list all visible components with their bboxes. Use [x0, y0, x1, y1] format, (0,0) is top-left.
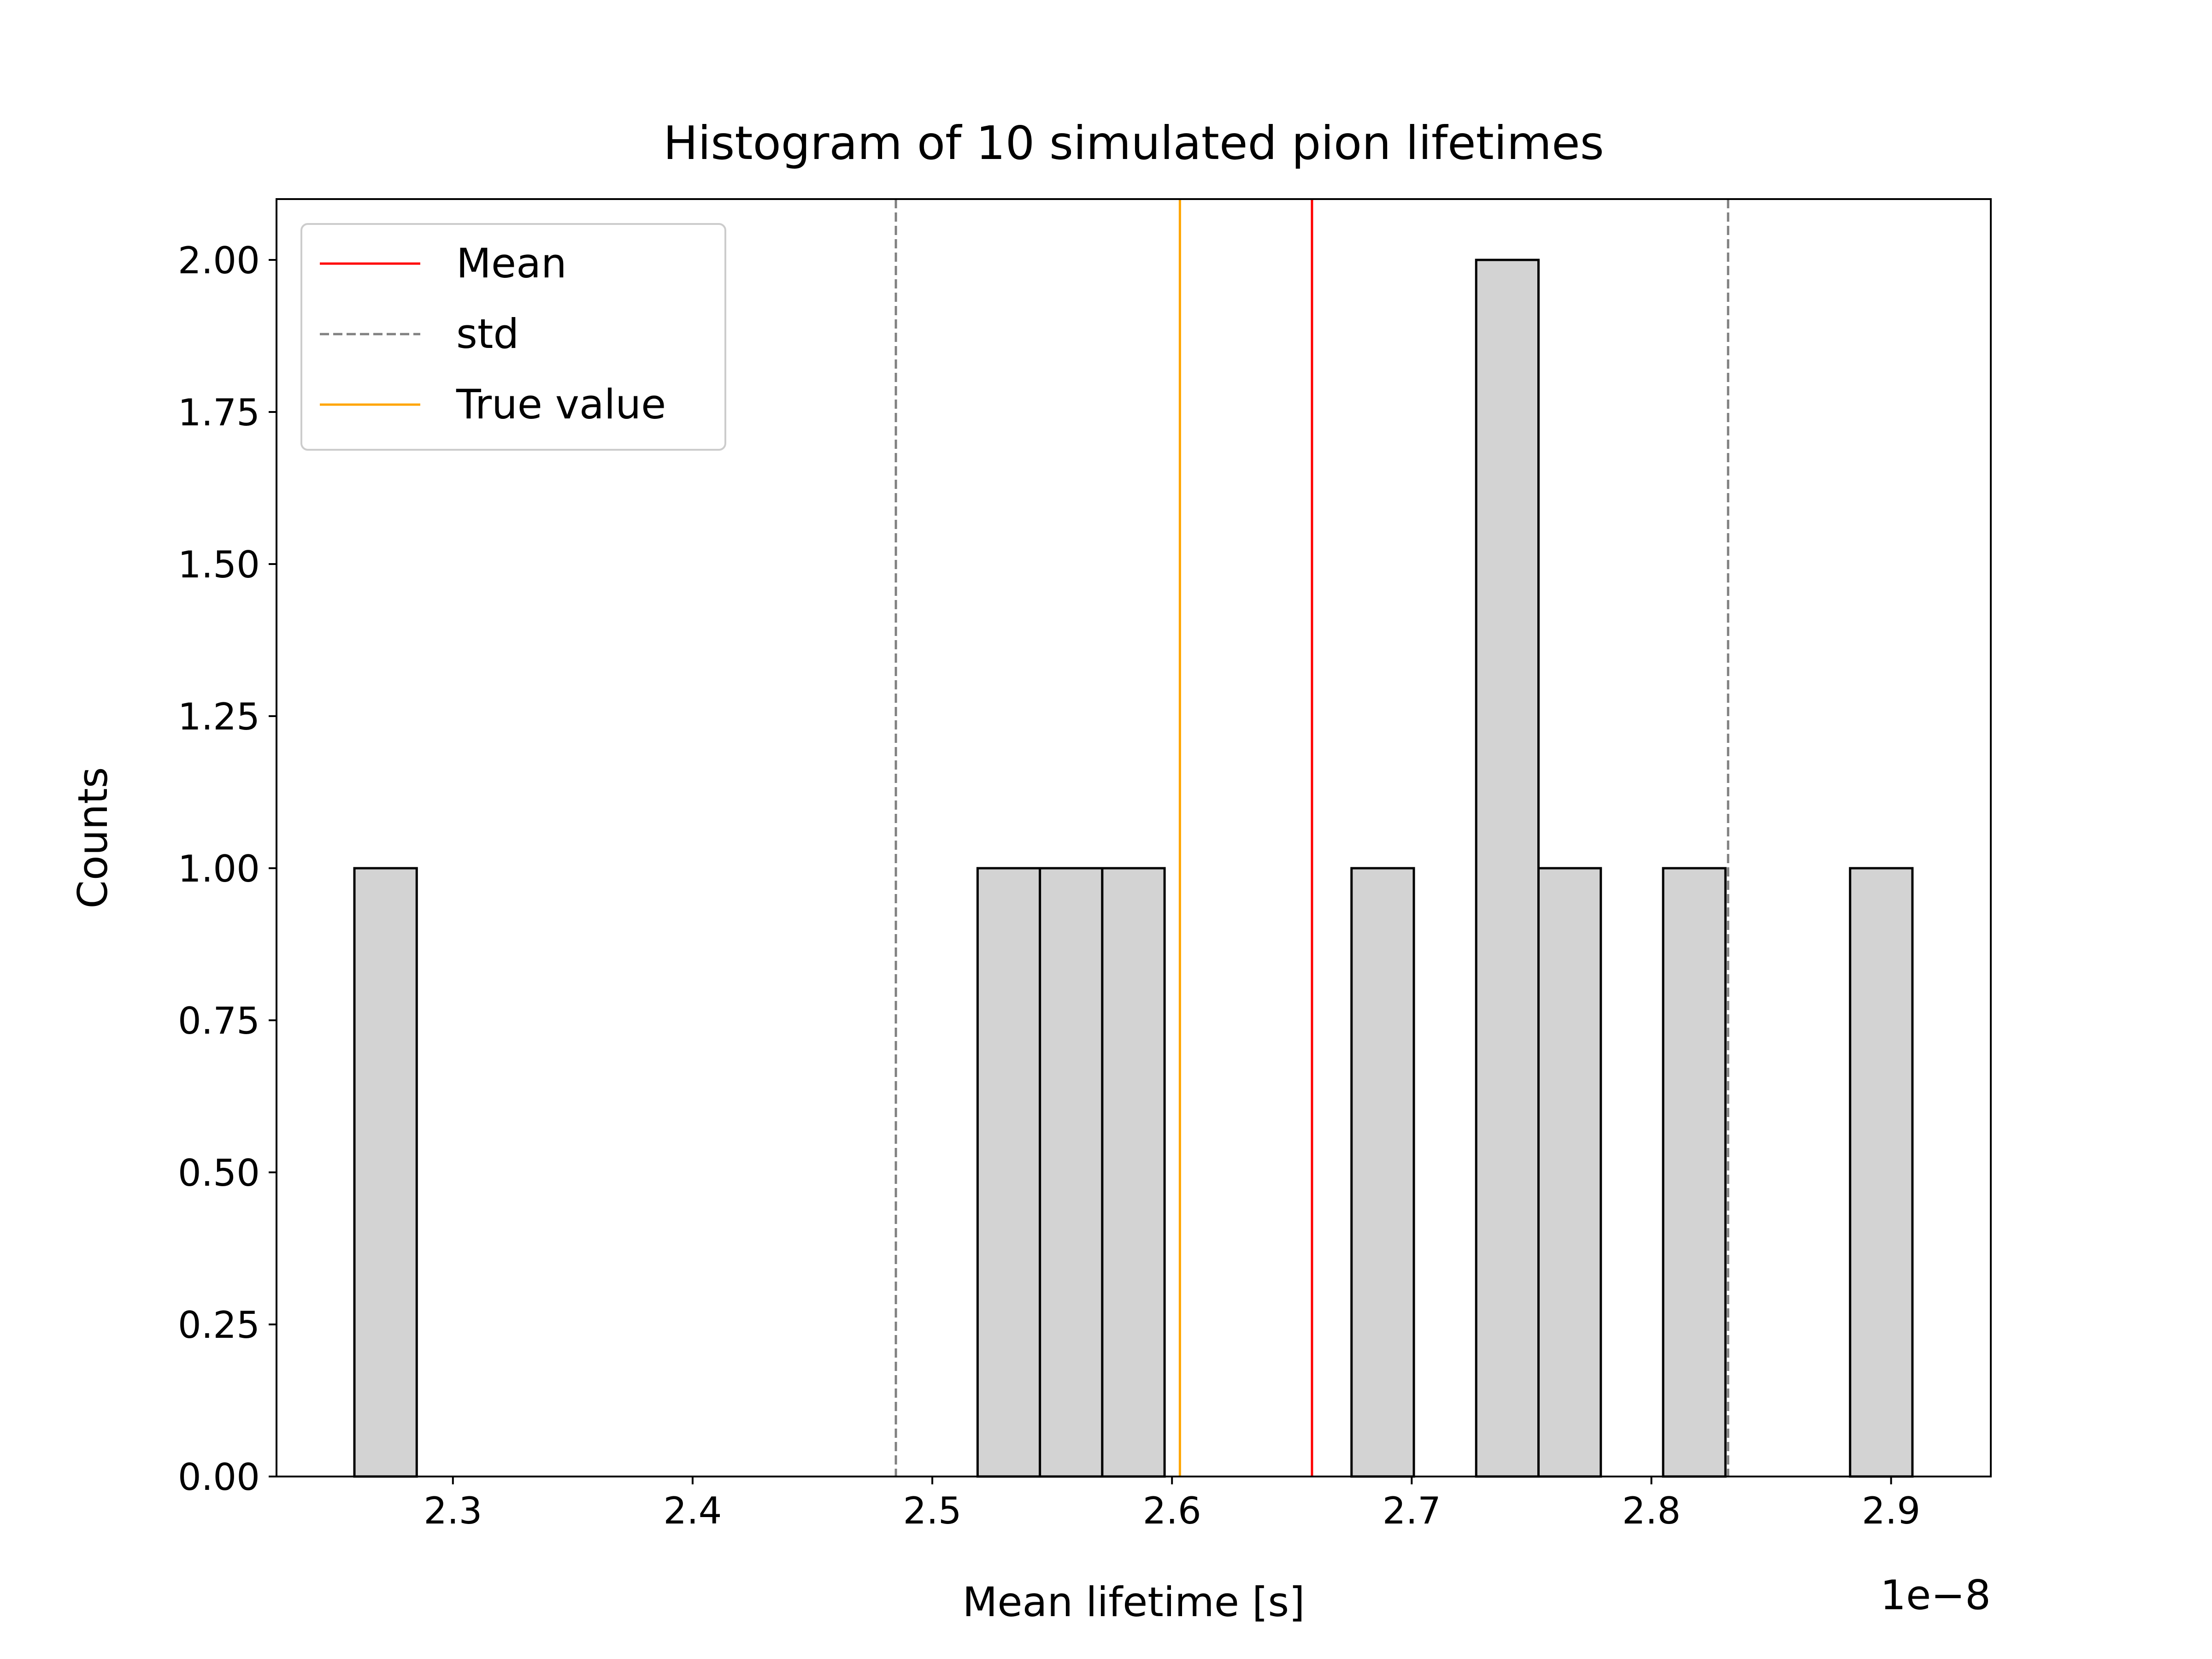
histogram-bars: [353, 259, 1914, 1478]
histogram-bar-2: [976, 867, 1041, 1478]
x-axis-label: Mean lifetime [s]: [962, 1578, 1305, 1626]
y-axis-label: Counts: [69, 767, 117, 908]
legend-entries: Mean std True value: [320, 240, 666, 428]
y-tick-label: 1.25: [178, 695, 260, 738]
chart-title: Histogram of 10 simulated pion lifetimes: [663, 116, 1604, 170]
reference-lines: [894, 199, 1730, 1477]
y-tick-label: 1.50: [178, 543, 260, 586]
x-tick-label: 2.8: [1622, 1489, 1681, 1532]
y-tick-label: 0.00: [178, 1456, 260, 1499]
x-axis-offset-text: 1e−8: [1880, 1571, 1991, 1619]
x-tick-label: 2.3: [424, 1489, 482, 1532]
y-tick-label: 1.75: [178, 391, 260, 434]
x-tick-label: 2.7: [1382, 1489, 1441, 1532]
histogram-bar-6: [1475, 259, 1540, 1478]
histogram-bar-8: [1662, 867, 1727, 1478]
y-tick-label: 1.00: [178, 847, 260, 890]
histogram-bar-9: [1849, 867, 1914, 1478]
legend-label-std: std: [456, 310, 519, 358]
y-tick-label: 0.25: [178, 1304, 260, 1347]
y-tick-label: 0.50: [178, 1152, 260, 1194]
histogram-bar-3: [1039, 867, 1104, 1478]
x-axis-ticks: 2.3 2.4 2.5 2.6 2.7 2.8 2.9: [424, 1477, 1920, 1532]
legend-box: [300, 223, 726, 451]
legend: Mean std True value: [300, 223, 726, 451]
y-axis-ticks: 0.00 0.25 0.50 0.75 1.00 1.25 1.50 1.75 2.00: [178, 239, 276, 1499]
x-tick-label: 2.4: [663, 1489, 722, 1532]
y-tick-label: 2.00: [178, 239, 260, 282]
axes-frame: [276, 198, 1992, 1477]
legend-label-true-value: True value: [456, 381, 666, 428]
histogram-bar-5: [1350, 867, 1415, 1478]
x-tick-label: 2.5: [903, 1489, 961, 1532]
x-tick-label: 2.6: [1143, 1489, 1201, 1532]
x-tick-label: 2.9: [1862, 1489, 1920, 1532]
histogram-bar-4: [1101, 867, 1166, 1478]
histogram-bar-1: [353, 867, 418, 1478]
legend-label-mean: Mean: [456, 240, 567, 287]
y-tick-label: 0.75: [178, 1000, 260, 1042]
histogram-bar-7: [1537, 867, 1602, 1478]
